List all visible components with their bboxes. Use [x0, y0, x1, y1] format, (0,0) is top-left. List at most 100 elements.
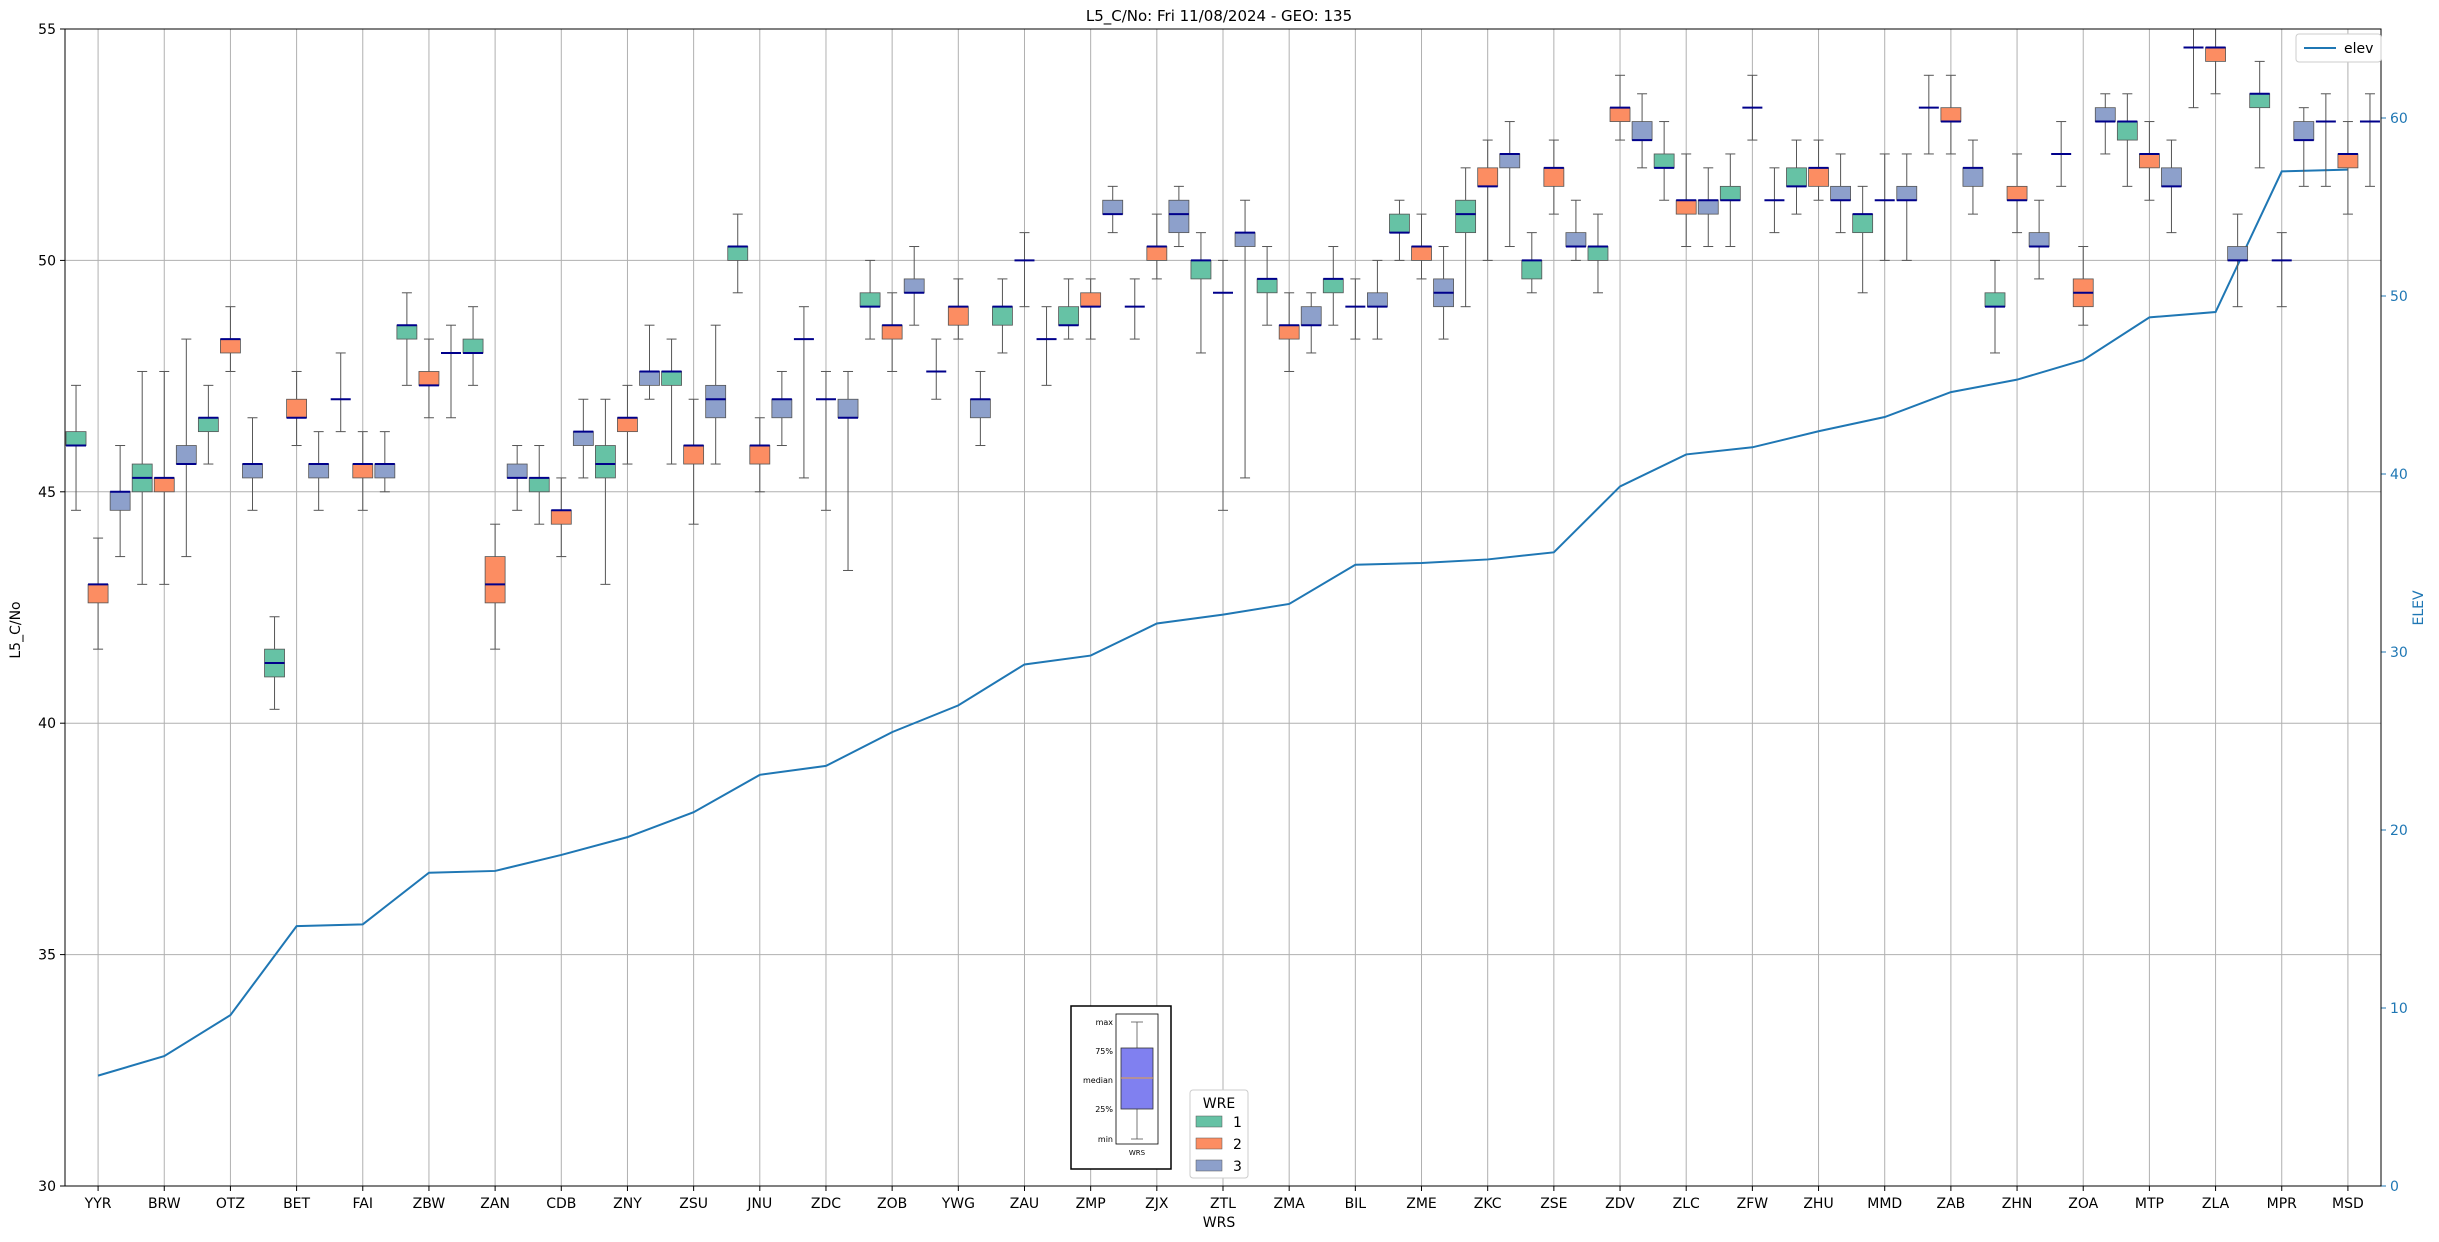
iqr-box [837, 398, 859, 419]
y2-tick-label: 60 [2390, 111, 2408, 127]
iqr-box [1477, 167, 1499, 187]
y2-tick-label: 30 [2390, 645, 2408, 661]
y2-tick-label: 10 [2390, 1001, 2408, 1017]
box-ZOA-wre3 [2094, 93, 2116, 155]
box-ZBW-wre3 [441, 324, 461, 419]
x-tick-label: ZDC [811, 1196, 841, 1212]
x-tick-label: ZFW [1737, 1196, 1769, 1212]
iqr-box [1697, 199, 1719, 215]
box-ZLC-wre2 [1675, 153, 1697, 248]
box-BIL-wre2 [1345, 278, 1366, 340]
box-JNU-wre1 [727, 213, 749, 294]
elev-legend-frame [2295, 33, 2382, 63]
axes-layer: YYR BRW OTZ BET FAI ZBW ZAN CDB ZNY ZSU JNU ZDC ZOB Y… [38, 22, 2408, 1212]
iqr-box [595, 445, 616, 479]
iqr-box [617, 417, 638, 433]
box-BET-wre3 [308, 431, 330, 511]
x-tick-label: MPR [2267, 1196, 2298, 1212]
iqr-box [903, 278, 925, 294]
x-tick-label: ZSU [679, 1196, 708, 1212]
iqr-box [528, 477, 550, 493]
box-ZHU-wre1 [1786, 139, 1807, 215]
chart-title: L5_C/No: Fri 11/08/2024 - GEO: 135 [1086, 7, 1352, 26]
box-ZBW-wre1 [396, 292, 418, 386]
box-ZSU-wre1 [661, 338, 682, 465]
box-ZSU-wre3 [705, 324, 727, 465]
plot-frame [64, 28, 2382, 1187]
iqr-box [462, 338, 484, 354]
box-YYR-wre2 [87, 537, 109, 650]
box-ZNY-wre1 [595, 398, 616, 585]
iqr-box [220, 338, 241, 354]
box-layer [65, 28, 2380, 710]
iqr-box [1653, 153, 1675, 169]
box-FAI-wre3 [374, 431, 396, 493]
iqr-box [242, 463, 263, 479]
box-FAI-wre1 [330, 352, 351, 433]
box-JNU-wre3 [771, 370, 793, 447]
x-axis-label: WRS [1203, 1215, 1236, 1231]
box-ZAN-wre3 [506, 445, 528, 511]
y2-tick-label: 50 [2390, 289, 2408, 305]
wre-legend-title: WRE [1203, 1096, 1235, 1112]
box-ZHN-wre2 [2006, 153, 2028, 234]
box-ZAU-wre2 [1014, 232, 1035, 308]
box-ZKC-wre3 [1499, 121, 1521, 248]
iqr-box [175, 445, 197, 465]
x-tick-label: MTP [2135, 1196, 2164, 1212]
x-tick-label: ZMA [1274, 1196, 1306, 1212]
box-ZDV-wre2 [1609, 74, 1631, 141]
box-key-label-max: max [1096, 1018, 1114, 1027]
iqr-box [352, 463, 374, 479]
iqr-box [109, 491, 131, 511]
iqr-box [1808, 167, 1829, 187]
iqr-box [1852, 213, 1874, 234]
iqr-box [661, 371, 682, 386]
iqr-box [1499, 153, 1521, 169]
box-MMD-wre3 [1896, 153, 1918, 261]
box-ZMP-wre2 [1080, 278, 1102, 340]
box-ZME-wre2 [1411, 213, 1432, 280]
x-tick-label: ZLC [1673, 1196, 1700, 1212]
x-tick-label: CDB [546, 1196, 576, 1212]
box-ZOB-wre1 [859, 259, 881, 340]
x-tick-label: BIL [1345, 1196, 1367, 1212]
box-MTP-wre3 [2161, 139, 2182, 234]
elev-series-line [97, 168, 2348, 1077]
box-ZDC-wre1 [793, 306, 814, 479]
elev-legend: elev [2295, 33, 2382, 63]
box-ZFW-wre1 [1719, 153, 1741, 248]
box-MPR-wre3 [2293, 107, 2315, 187]
box-YWG-wre1 [926, 338, 947, 400]
y-tick-label: 50 [38, 253, 56, 269]
box-ZOB-wre3 [903, 246, 925, 326]
box-key-xlabel: WRS [1129, 1149, 1146, 1157]
iqr-box [1278, 324, 1300, 340]
iqr-box [1896, 185, 1918, 201]
x-tick-label: ZAN [480, 1196, 510, 1212]
box-ZAU-wre3 [1036, 306, 1057, 386]
x-tick-label: YWG [941, 1196, 975, 1212]
iqr-box [683, 445, 705, 465]
y-tick-label: 55 [38, 22, 56, 38]
iqr-box [1830, 185, 1851, 201]
x-tick-label: MSD [2332, 1196, 2364, 1212]
iqr-box [1102, 199, 1124, 215]
box-YWG-wre3 [969, 370, 991, 447]
x-tick-label: ZDV [1605, 1196, 1635, 1212]
box-ZOA-wre2 [2072, 246, 2094, 326]
box-ZNY-wre3 [639, 324, 660, 400]
iqr-box [65, 431, 87, 446]
iqr-box [2028, 232, 2050, 247]
box-BET-wre1 [264, 616, 285, 710]
box-ZTL-wre2 [1213, 259, 1233, 511]
box-ZFW-wre3 [1764, 167, 1785, 234]
box-ZHN-wre3 [2028, 199, 2050, 280]
iqr-box [197, 417, 219, 433]
x-tick-label: ZNY [613, 1196, 642, 1212]
box-key: max 75% median 25% min WRS [1070, 1005, 1172, 1170]
iqr-box [1411, 246, 1432, 261]
iqr-box [2138, 153, 2160, 169]
x-tick-label: YYR [84, 1196, 112, 1212]
elev-legend-label: elev [2344, 41, 2373, 57]
